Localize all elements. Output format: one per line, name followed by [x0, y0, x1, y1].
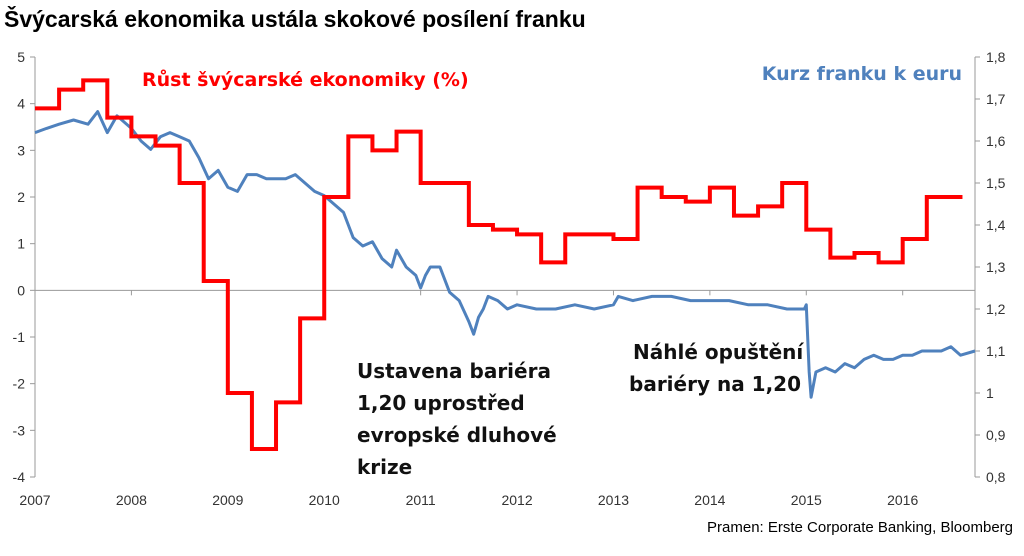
x-tick-label: 2015 [791, 492, 822, 508]
x-tick-label: 2014 [694, 492, 725, 508]
left-tick-label: -1 [13, 329, 26, 345]
right-tick-label: 1,3 [986, 259, 1006, 275]
gdp-points [34, 80, 951, 450]
right-tick-label: 1,7 [986, 91, 1006, 107]
chart-title: Švýcarská ekonomika ustála skokové posíl… [4, 5, 586, 32]
x-axis-ticks: 2007 2008 2009 2010 2011 2012 2013 2014 2015 2016 [19, 290, 918, 508]
legend-gdp-growth: Růst švýcarské ekonomiky (%) [142, 68, 469, 91]
annotation-line: Ustavena bariéra [357, 359, 551, 383]
right-tick-label: 1,4 [986, 217, 1006, 233]
right-tick-label: 0,9 [986, 427, 1006, 443]
annotation-line: krize [357, 455, 412, 479]
x-tick-label: 2010 [309, 492, 340, 508]
annotation-barrier-removed: Náhlé opuštění bariéry na 1,20 [629, 340, 804, 396]
right-axis: 1,8 1,7 1,6 1,5 1,4 1,3 1,2 1,1 1 0,9 0,8 [974, 49, 1006, 485]
left-axis: 5 4 3 2 1 0 -1 -2 -3 -4 [13, 49, 36, 485]
right-tick-label: 1,6 [986, 133, 1006, 149]
x-tick-label: 2009 [212, 492, 243, 508]
annotation-line: Náhlé opuštění [633, 340, 804, 364]
left-axis-ticks: 5 4 3 2 1 0 -1 -2 -3 -4 [13, 49, 35, 485]
annotation-line: 1,20 uprostřed [357, 391, 525, 415]
left-tick-label: 4 [17, 96, 25, 112]
right-tick-label: 1,1 [986, 343, 1006, 359]
x-tick-label: 2008 [116, 492, 147, 508]
right-tick-label: 1,2 [986, 301, 1006, 317]
source-note: Pramen: Erste Corporate Banking, Bloombe… [707, 519, 1013, 536]
x-tick-label: 2012 [501, 492, 532, 508]
annotation-barrier-set: Ustavena bariéra 1,20 uprostřed evropské… [357, 359, 557, 479]
annotation-line: evropské dluhové [357, 423, 557, 447]
left-tick-label: 5 [17, 49, 25, 65]
right-axis-ticks: 1,8 1,7 1,6 1,5 1,4 1,3 1,2 1,1 1 0,9 0,8 [975, 49, 1006, 485]
series-line-fx-rate [34, 110, 976, 399]
left-tick-label: 1 [17, 236, 25, 252]
fx-points [34, 111, 976, 398]
left-tick-label: -4 [13, 469, 26, 485]
x-tick-label: 2013 [598, 492, 629, 508]
left-tick-label: 0 [17, 282, 25, 298]
x-axis: 2007 2008 2009 2010 2011 2012 2013 2014 2015 2016 [19, 289, 975, 508]
left-tick-label: 2 [17, 189, 25, 205]
right-tick-label: 1,8 [986, 49, 1006, 65]
right-tick-label: 1,5 [986, 175, 1006, 191]
annotation-line: bariéry na 1,20 [629, 372, 801, 396]
legend-fx-rate: Kurz franku k euru [762, 63, 962, 85]
right-tick-label: 0,8 [986, 469, 1006, 485]
left-tick-label: -2 [13, 376, 26, 392]
left-tick-label: -3 [13, 422, 26, 438]
right-tick-label: 1 [986, 385, 994, 401]
x-tick-label: 2007 [19, 492, 50, 508]
x-tick-label: 2016 [887, 492, 918, 508]
x-tick-label: 2011 [406, 492, 436, 508]
left-tick-label: 3 [17, 142, 25, 158]
